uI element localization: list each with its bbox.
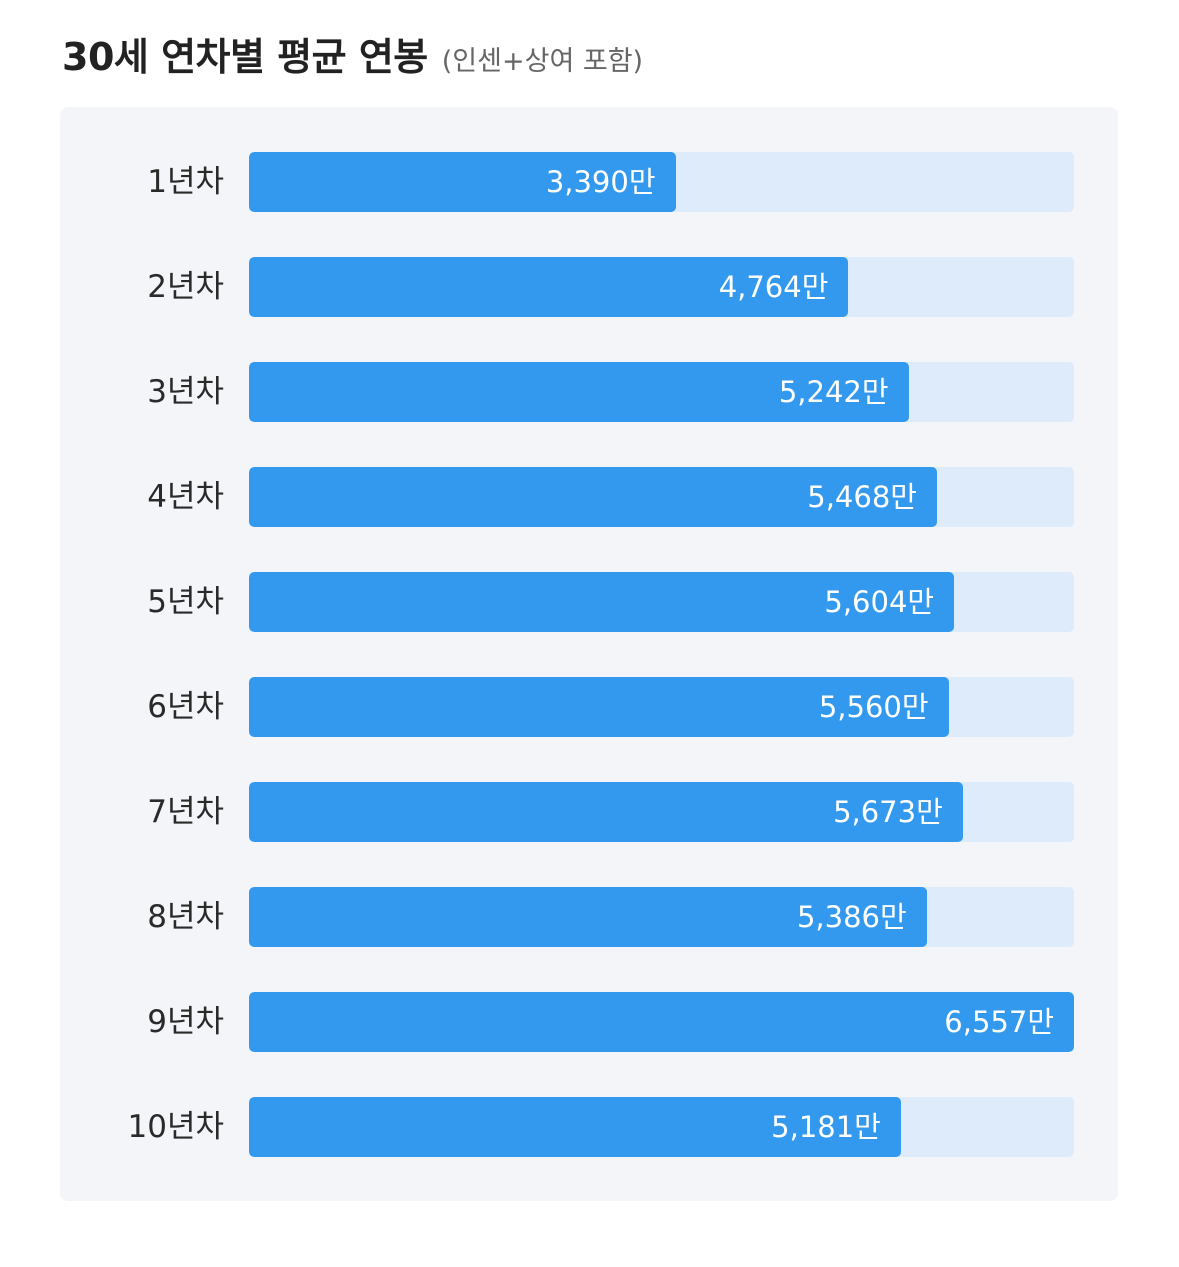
category-label: 8년차 bbox=[147, 899, 224, 935]
bar-row: 5년차 5,604만 bbox=[60, 572, 1118, 632]
bar: 4,764만 bbox=[249, 257, 849, 317]
category-label: 3년차 bbox=[147, 374, 224, 410]
category-label: 7년차 bbox=[147, 794, 224, 830]
bar-value-label: 6,557만 bbox=[944, 1005, 1054, 1039]
chart-title: 30세 연차별 평균 연봉 bbox=[62, 35, 428, 79]
bar-row: 7년차 5,673만 bbox=[60, 782, 1118, 842]
chart-subtitle: (인센+상여 포함) bbox=[441, 46, 644, 77]
bar: 3,390만 bbox=[249, 152, 676, 212]
bar-row: 3년차 5,242만 bbox=[60, 362, 1118, 422]
bar-row: 2년차 4,764만 bbox=[60, 257, 1118, 317]
bar: 5,468만 bbox=[249, 467, 937, 527]
bar: 5,560만 bbox=[249, 677, 949, 737]
bar-value-label: 5,560만 bbox=[818, 690, 929, 724]
category-label: 4년차 bbox=[147, 479, 224, 515]
bar: 5,673만 bbox=[249, 782, 963, 842]
bar-track: 5,242만 bbox=[249, 362, 1074, 422]
bar-track: 6,557만 bbox=[249, 992, 1074, 1052]
bar: 6,557만 bbox=[249, 992, 1074, 1052]
bar-row: 6년차 5,560만 bbox=[60, 677, 1118, 737]
bar: 5,386만 bbox=[249, 887, 927, 947]
category-label: 6년차 bbox=[147, 689, 224, 725]
bar-value-label: 5,181만 bbox=[771, 1110, 881, 1144]
bar-track: 4,764만 bbox=[249, 257, 1074, 317]
bar-track: 5,468만 bbox=[249, 467, 1074, 527]
bar-value-label: 3,390만 bbox=[545, 165, 656, 199]
bar-track: 5,386만 bbox=[249, 887, 1074, 947]
bar-value-label: 5,673만 bbox=[833, 795, 943, 829]
chart-header: 30세 연차별 평균 연봉 (인센+상여 포함) bbox=[62, 26, 644, 79]
bar-value-label: 5,604만 bbox=[824, 585, 935, 619]
bar-value-label: 5,242만 bbox=[778, 375, 889, 409]
bar-track: 5,604만 bbox=[249, 572, 1074, 632]
category-label: 5년차 bbox=[147, 584, 224, 620]
bar-value-label: 5,386만 bbox=[796, 900, 907, 934]
bar-track: 5,181만 bbox=[249, 1097, 1074, 1157]
bar-row: 1년차 3,390만 bbox=[60, 152, 1118, 212]
bar-row: 10년차 5,181만 bbox=[60, 1097, 1118, 1157]
bar-row: 4년차 5,468만 bbox=[60, 467, 1118, 527]
bar: 5,604만 bbox=[249, 572, 955, 632]
bar-track: 5,560만 bbox=[249, 677, 1074, 737]
bar-value-label: 5,468만 bbox=[807, 480, 917, 514]
bar-track: 3,390만 bbox=[249, 152, 1074, 212]
bar: 5,181만 bbox=[249, 1097, 901, 1157]
bar-value-label: 4,764만 bbox=[718, 270, 829, 304]
bar: 5,242만 bbox=[249, 362, 909, 422]
chart-panel: 1년차 3,390만 2년차 4,764만 3년차 5,242만 4년차 5,468만 5년차 5… bbox=[60, 107, 1118, 1201]
category-label: 2년차 bbox=[147, 269, 224, 305]
bar-row: 9년차 6,557만 bbox=[60, 992, 1118, 1052]
category-label: 10년차 bbox=[127, 1109, 225, 1145]
bar-track: 5,673만 bbox=[249, 782, 1074, 842]
bar-row: 8년차 5,386만 bbox=[60, 887, 1118, 947]
category-label: 9년차 bbox=[147, 1004, 224, 1040]
category-label: 1년차 bbox=[147, 164, 224, 200]
